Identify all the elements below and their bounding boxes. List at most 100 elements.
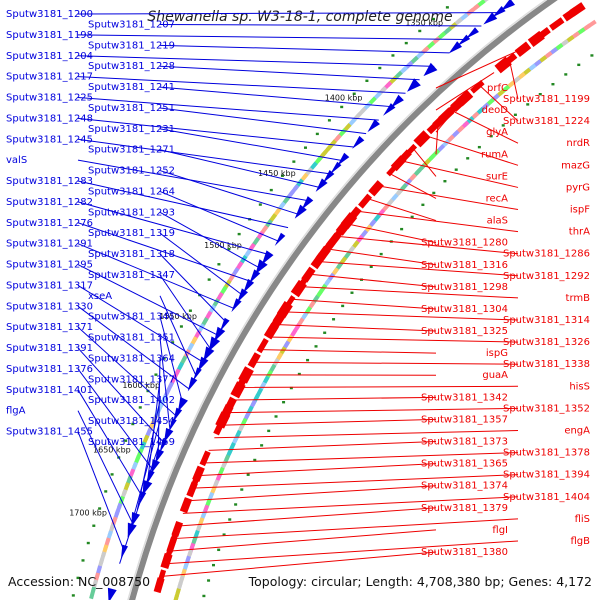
forward-leader-line — [435, 122, 439, 155]
reverse-leader-line — [159, 253, 227, 323]
forward-gene-label: Sputw3181_1338 — [503, 359, 590, 370]
forward-leader-line — [291, 298, 437, 310]
gc-content-dot — [267, 429, 271, 433]
reverse-gene-label: Sputw3181_1271 — [88, 145, 175, 156]
reverse-gene-arrow — [168, 418, 177, 433]
forward-leader-line — [197, 463, 437, 477]
accession-label: Accession: NC_008750 — [8, 574, 151, 589]
reverse-gene-label: Sputw3181_1245 — [6, 134, 93, 145]
forward-leader-line — [165, 540, 519, 565]
forward-gene-arrow — [562, 7, 579, 22]
kbp-tick-label: 1650 kbp — [93, 446, 131, 455]
reverse-leader-line — [159, 170, 299, 215]
reverse-gene-label: Sputw3181_1293 — [88, 207, 175, 218]
gc-content-dot — [297, 372, 301, 376]
forward-gene-label: hisS — [569, 381, 590, 392]
reverse-gene-arrow — [448, 41, 463, 54]
gc-skew-dot — [188, 309, 192, 312]
forward-leader-line — [187, 485, 437, 502]
backbone-ring — [129, 0, 558, 600]
reverse-gene-arrow — [322, 170, 335, 184]
reverse-gene-label: Sputw3181_1207 — [88, 19, 175, 30]
reverse-gene-arrow — [107, 587, 117, 600]
reverse-gene-label: Sputw3181_1295 — [6, 260, 93, 271]
reverse-leader-line — [127, 420, 161, 537]
forward-leader-line — [232, 396, 437, 401]
gc-skew-dot — [217, 263, 221, 266]
forward-gene-label: Sputw3181_1316 — [421, 260, 508, 271]
gc-skew-dot — [110, 473, 114, 476]
forward-gene-arrow — [514, 41, 532, 58]
forward-gene-arrow — [186, 481, 198, 498]
gc-skew-dot — [292, 160, 296, 163]
gc-content-dot — [501, 124, 505, 127]
gc-content-dot — [234, 503, 238, 506]
reverse-gene-arrow — [138, 491, 147, 506]
gc-skew-dot — [171, 341, 175, 344]
reverse-leader-line — [77, 55, 435, 67]
forward-gene-arrow — [199, 450, 211, 467]
reverse-leader-line — [77, 222, 251, 282]
gc-skew-dot — [378, 66, 382, 70]
gc-content-dot — [443, 180, 447, 183]
gc-content-dot — [400, 227, 404, 231]
forward-gene-label: rumA — [481, 149, 508, 160]
reverse-gene-label: Sputw3181_1376 — [6, 364, 93, 375]
reverse-gene-arrow — [159, 438, 168, 454]
reverse-gene-label: Sputw3181_1198 — [6, 30, 93, 41]
forward-leader-line — [400, 160, 519, 188]
forward-gene-label: Sputw3181_1280 — [421, 238, 508, 249]
gc-content-dot — [282, 400, 286, 404]
forward-gene-label: Sputw3181_1298 — [421, 282, 508, 293]
reverse-gene-label: Sputw3181_1351 — [88, 333, 175, 344]
reverse-gene-arrow — [249, 269, 261, 284]
reverse-gene-label: Sputw3181_1225 — [6, 93, 93, 104]
gc-content-dot — [369, 265, 373, 269]
forward-leader-line — [356, 210, 519, 233]
gc-content-dot — [513, 113, 517, 116]
gc-skew-dot — [76, 576, 80, 580]
forward-leader-line — [239, 385, 519, 388]
forward-leader-line — [173, 518, 519, 540]
reverse-leader-line — [136, 400, 161, 510]
forward-leader-line — [336, 235, 519, 255]
forward-gene-label: Sputw3181_1314 — [503, 315, 590, 326]
reverse-gene-arrow — [187, 377, 198, 392]
reverse-gene-arrow — [390, 94, 404, 108]
forward-gene-label: Sputw3181_1373 — [421, 437, 508, 448]
reverse-leader-line — [77, 159, 309, 202]
reverse-gene-label: Sputw3181_1401 — [6, 385, 93, 396]
gc-skew-dot — [404, 41, 408, 45]
gc-skew-dot — [391, 54, 395, 57]
gc-skew-dot — [445, 6, 449, 9]
gc-skew-dot — [71, 594, 75, 597]
forward-gene-arrow — [549, 17, 565, 31]
forward-leader-line — [220, 418, 437, 426]
reverse-cog-block — [89, 586, 97, 600]
gc-skew-dot — [86, 541, 90, 545]
forward-gene-label: trmB — [566, 293, 591, 304]
forward-leader-line — [435, 72, 495, 111]
reverse-leader-line — [77, 243, 234, 309]
reverse-gene-label: Sputw3181_1455 — [6, 427, 93, 438]
reverse-gene-arrow — [423, 62, 438, 77]
forward-gene-label: Sputw3181_1380 — [421, 547, 508, 558]
gc-skew-dot — [269, 188, 273, 192]
gc-skew-dot — [431, 17, 435, 21]
gc-content-dot — [421, 203, 425, 207]
forward-leader-line — [327, 248, 437, 266]
forward-gene-arrow — [413, 130, 431, 148]
forward-leader-line — [192, 474, 519, 489]
forward-gene-label: recA — [486, 193, 509, 204]
gc-content-dot — [240, 488, 244, 491]
kbp-tick-label: 1600 kbp — [122, 381, 160, 390]
forward-leader-line — [182, 496, 519, 514]
reverse-gene-label: valS — [6, 155, 27, 166]
reverse-gene-label: Sputw3181_1371 — [6, 322, 93, 333]
reverse-leader-line — [77, 410, 134, 524]
gc-content-dot — [410, 215, 414, 219]
gc-content-dot — [202, 594, 206, 598]
kbp-tick-label: 1400 kbp — [325, 94, 363, 103]
reverse-leader-line — [77, 97, 379, 121]
